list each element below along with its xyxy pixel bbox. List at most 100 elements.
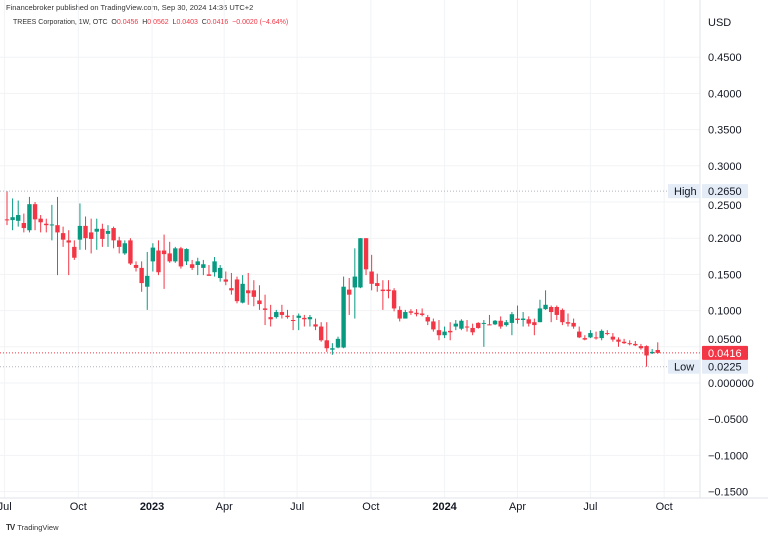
candle-down: [66, 240, 71, 243]
candle-down: [380, 289, 386, 292]
candle-up: [201, 264, 206, 268]
candle-down: [565, 322, 571, 324]
candle-down: [470, 327, 475, 333]
candle-down: [111, 228, 116, 241]
candle-down: [302, 317, 307, 320]
x-tick-label: Oct: [656, 501, 673, 513]
candle-down: [313, 324, 318, 327]
candle-down: [386, 289, 391, 292]
y-tick-label: 0.3500: [708, 125, 742, 137]
candle-up: [274, 312, 279, 318]
candle-down: [161, 250, 167, 255]
candle-down: [593, 337, 599, 339]
y-tick-label: 0.4000: [708, 88, 742, 100]
candle-up: [403, 312, 408, 319]
candle-up: [94, 228, 99, 232]
candle-down: [627, 343, 632, 345]
y-tick-label: −0.1500: [708, 487, 748, 499]
y-tick-label: 0.1500: [708, 269, 742, 281]
low-value-bg: [702, 359, 748, 374]
candle-up: [520, 318, 526, 321]
candle-down: [32, 204, 38, 220]
candle-up: [588, 333, 593, 338]
candle-up: [330, 348, 335, 350]
candle-up: [509, 314, 515, 323]
published-caption: Financebroker published on TradingView.c…: [6, 3, 254, 12]
candle-down: [447, 330, 453, 333]
candle-up: [459, 320, 464, 329]
last-price-badge: [702, 345, 748, 360]
candle-down: [167, 253, 172, 262]
candle-down: [515, 318, 520, 321]
candle-down: [554, 306, 559, 315]
candle-down: [290, 320, 296, 322]
brand-name: TradingView: [17, 523, 59, 532]
candle-up: [217, 267, 223, 279]
low-tag-label: Low: [674, 362, 694, 374]
candle-down: [638, 346, 644, 349]
candle-down: [38, 218, 43, 223]
y-tick-label: 0.2000: [708, 233, 742, 245]
y-tick-label: 0.4500: [708, 52, 742, 64]
candle-down: [55, 225, 60, 233]
candle-down: [369, 271, 374, 284]
candle-down: [548, 306, 554, 313]
candle-down: [571, 322, 576, 327]
candle-up: [16, 215, 21, 221]
candle-down: [436, 330, 442, 336]
y-tick-label: 0.000000: [708, 378, 754, 390]
candle-down: [431, 321, 436, 330]
candle-down: [189, 264, 195, 268]
candle-up: [481, 322, 487, 324]
candle-down: [229, 288, 234, 291]
candle-down: [476, 322, 481, 328]
x-tick-label: Oct: [362, 501, 379, 513]
candle-down: [560, 309, 565, 323]
candle-down: [72, 246, 77, 258]
candle-down: [532, 322, 537, 326]
candle-down: [60, 233, 66, 240]
candle-down: [178, 248, 184, 267]
x-tick-label: Jul: [290, 501, 304, 513]
open-value: 0.0456: [116, 19, 139, 26]
candle-up: [145, 275, 150, 287]
candle-down: [621, 341, 627, 344]
high-tag-bg: [668, 184, 700, 199]
symbol-name: TREES Corporation, 1W, OTC: [13, 19, 108, 26]
candle-down: [397, 309, 402, 319]
symbol-legend: TREES Corporation, 1W, OTC O0.0456 H0.05…: [13, 19, 288, 26]
x-tick-label: Oct: [70, 501, 87, 513]
high-label: H: [142, 19, 148, 26]
candle-down: [100, 228, 105, 239]
tv-logo-icon: TV: [6, 523, 15, 532]
y-tick-label: −0.0500: [708, 414, 748, 426]
candle-up: [49, 224, 55, 226]
candle-down: [610, 336, 616, 340]
candle-up: [195, 261, 200, 265]
candle-down: [234, 279, 240, 302]
candle-up: [150, 247, 156, 262]
candle-up: [173, 248, 178, 262]
candle-up: [504, 322, 509, 326]
candle-down: [117, 240, 122, 247]
tradingview-logo: TV TradingView: [6, 523, 59, 532]
candle-up: [352, 276, 358, 288]
candle-up: [543, 304, 548, 310]
candle-down: [347, 289, 352, 295]
last-price-value: 0.0416: [708, 348, 742, 360]
candle-down: [262, 308, 268, 310]
currency-label: USD: [708, 17, 732, 29]
high-value: 0.0562: [147, 19, 169, 26]
candle-down: [655, 349, 660, 353]
candle-down: [279, 312, 285, 315]
candle-down: [644, 346, 649, 356]
candle-up: [27, 204, 32, 231]
candle-down: [4, 219, 10, 221]
candle-up: [335, 338, 341, 348]
x-tick-label: 2023: [140, 501, 164, 513]
x-tick-label: 2024: [432, 501, 457, 513]
candle-up: [212, 261, 217, 273]
low-tag-bg: [668, 359, 700, 374]
high-value: 0.2650: [708, 186, 742, 198]
